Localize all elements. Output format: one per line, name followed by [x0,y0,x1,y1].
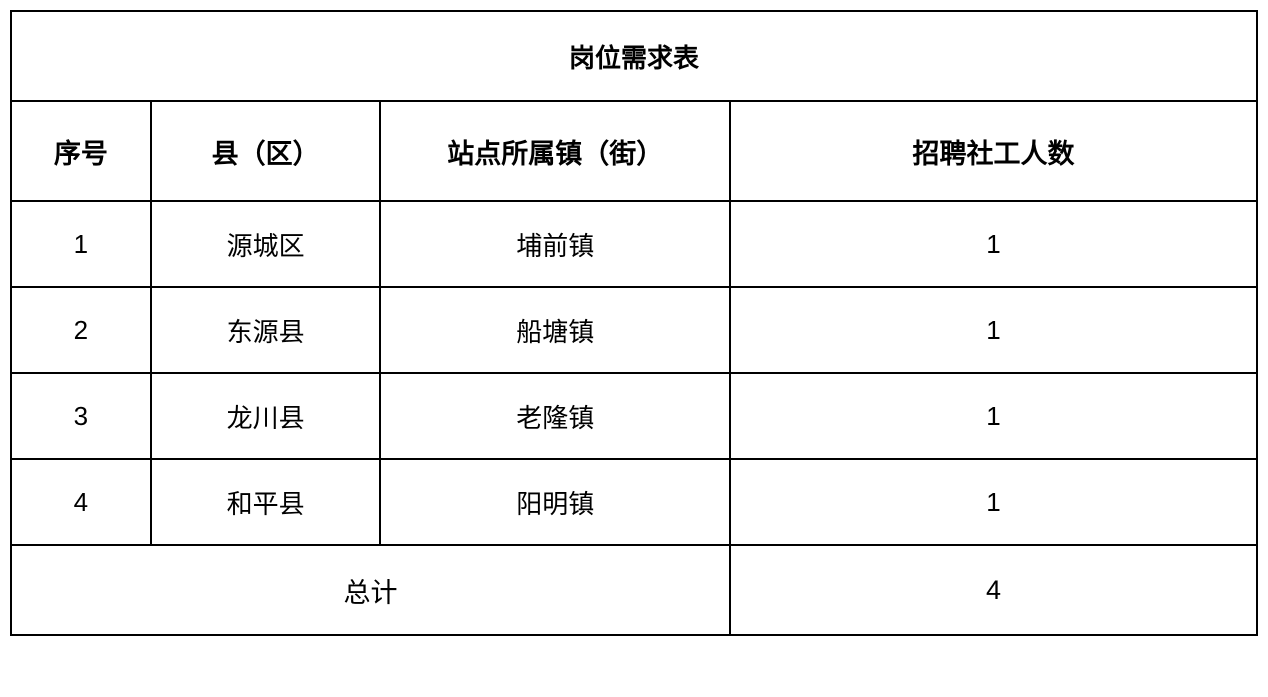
cell-seq: 2 [11,287,151,373]
cell-seq: 4 [11,459,151,545]
cell-town: 埔前镇 [380,201,729,287]
table-row: 4 和平县 阳明镇 1 [11,459,1257,545]
table-row: 1 源城区 埔前镇 1 [11,201,1257,287]
header-seq: 序号 [11,101,151,201]
header-town: 站点所属镇（街） [380,101,729,201]
header-county: 县（区） [151,101,381,201]
cell-county: 龙川县 [151,373,381,459]
total-value: 4 [730,545,1257,635]
header-count: 招聘社工人数 [730,101,1257,201]
cell-town: 船塘镇 [380,287,729,373]
table-title: 岗位需求表 [11,11,1257,101]
table-row: 3 龙川县 老隆镇 1 [11,373,1257,459]
cell-town: 阳明镇 [380,459,729,545]
cell-seq: 3 [11,373,151,459]
total-label: 总计 [11,545,730,635]
cell-count: 1 [730,373,1257,459]
job-demand-table: 岗位需求表 序号 县（区） 站点所属镇（街） 招聘社工人数 1 源城区 埔前镇 … [10,10,1258,636]
table-row: 2 东源县 船塘镇 1 [11,287,1257,373]
cell-count: 1 [730,287,1257,373]
cell-seq: 1 [11,201,151,287]
cell-town: 老隆镇 [380,373,729,459]
cell-county: 东源县 [151,287,381,373]
cell-count: 1 [730,459,1257,545]
cell-count: 1 [730,201,1257,287]
cell-county: 和平县 [151,459,381,545]
total-row: 总计 4 [11,545,1257,635]
cell-county: 源城区 [151,201,381,287]
